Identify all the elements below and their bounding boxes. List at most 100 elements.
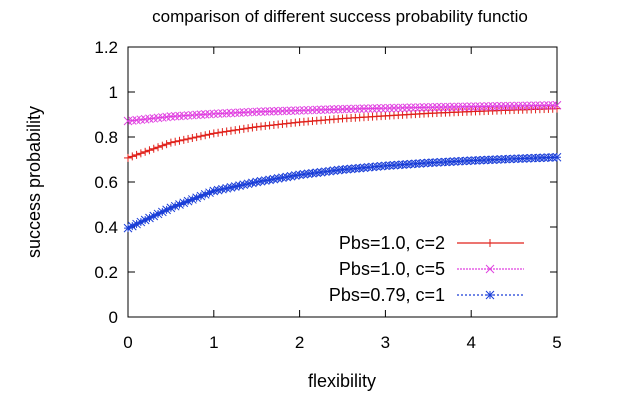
series-1-marker-38 [286,106,296,116]
series-1-marker-23 [222,108,232,118]
series-1-marker-57 [368,104,377,113]
series-1-marker-80 [466,102,476,111]
series-1-marker-84 [484,102,493,111]
series-2-marker-40 [295,170,304,180]
series-1-marker-83 [479,102,489,111]
series-1-marker-26 [235,108,244,117]
series-2-marker-74 [441,157,450,167]
series-1-marker-91 [514,101,523,111]
x-axis-label: flexibility [308,371,376,391]
series-1-marker-48 [329,105,339,114]
y-tick-label-2: 0.4 [94,218,118,237]
series-1-marker-81 [471,102,480,111]
series-1-marker-56 [363,104,373,113]
series-1-marker-97 [539,101,549,110]
series-2-marker-96 [535,153,545,163]
series-0-marker-12 [175,136,184,145]
series-2-marker-82 [475,155,485,165]
y-tick-label-3: 0.6 [94,173,118,192]
series-1-marker-22 [218,109,227,118]
series-0-marker-24 [226,126,235,135]
series-2-marker-42 [303,169,313,179]
series-1-marker-89 [505,101,515,111]
series-0-marker-7 [154,143,163,152]
series-1-marker-77 [453,102,463,112]
series-1-marker-98 [544,101,553,110]
series-1-marker-11 [170,111,180,121]
series-1-marker-93 [522,101,532,111]
series-2-marker-44 [312,168,322,178]
series-2-marker-80 [466,156,476,165]
series-1-marker-75 [445,102,455,112]
series-0-marker-4 [141,147,150,156]
series-1-marker-41 [299,105,309,115]
series-0-marker-13 [179,135,188,144]
series-2-marker-2 [132,219,141,229]
series-0-marker-14 [184,134,193,143]
x-tick-label-1: 1 [209,333,218,352]
x-axis: 0 1 2 3 4 5 [123,47,562,352]
series-1-marker-32 [260,107,270,116]
series-1-marker-12 [175,111,184,121]
series-1-marker-73 [436,102,446,112]
y-tick-label-6: 1.2 [94,38,118,57]
series-1-marker-30 [252,107,262,117]
series-2-marker-22 [218,184,227,194]
series-2-marker-71 [428,158,437,168]
y-axis-label: success probability [24,106,44,258]
series-0-marker-0 [124,153,132,162]
series-2-marker-24 [226,183,236,192]
series-0-marker-2 [132,150,141,159]
series-1-marker-28 [243,107,253,117]
series-0-marker-5 [145,146,154,155]
x-tick-label-2: 2 [295,333,304,352]
x-tick-label-0: 0 [123,333,132,352]
series-1-marker-94 [526,101,536,111]
series-1-marker-58 [372,104,382,113]
series-1-marker-24 [226,108,236,118]
series-2-marker-9 [162,205,171,215]
y-axis: 0 0.2 0.4 0.6 0.8 1 1.2 [94,38,557,327]
series-1-marker-51 [342,104,352,114]
series-1-marker-67 [411,103,420,112]
series-2-marker-76 [449,157,459,166]
series-0-marker-18 [201,131,210,140]
series-0-marker-3 [136,149,145,158]
series-2-marker-86 [492,155,502,164]
series-0-marker-15 [188,134,197,143]
series-2-marker-34 [269,174,279,184]
series-1-marker-69 [419,103,429,112]
series-2-marker-81 [471,156,480,165]
series-2-marker-99 [548,153,558,162]
series-1-marker-54 [355,104,365,114]
series-2-marker-49 [333,165,343,175]
series-2-marker-73 [436,157,446,167]
series-2 [123,152,562,233]
series-1-marker-88 [501,101,510,111]
series-1-marker-74 [441,102,450,112]
series-1-marker-96 [535,101,545,110]
series-0-marker-10 [166,138,175,147]
series-1-marker-99 [548,100,558,110]
series-1-marker-64 [398,103,407,113]
series-2-marker-100 [552,152,562,162]
series-1-marker-78 [458,102,467,112]
legend-label-0: Pbs=1.0, c=2 [339,233,445,253]
x-tick-label-5: 5 [552,333,561,352]
series-2-marker-6 [149,211,159,221]
series-1-marker-31 [256,107,266,117]
legend-label-2: Pbs=0.79, c=1 [329,285,445,305]
series-0-marker-22 [218,128,227,137]
series-2-marker-61 [385,161,395,170]
series-1-marker-60 [381,103,390,113]
series-1-marker-16 [192,110,201,120]
series-0-marker-20 [209,129,218,138]
series-2-marker-85 [488,155,498,165]
chart-title: comparison of different success probabil… [152,7,528,26]
series-1-marker-65 [402,103,412,113]
series-1-marker-13 [179,111,189,121]
series-1-marker-20 [209,109,219,119]
series-0-marker-17 [196,132,205,141]
series-1-marker-17 [196,110,206,119]
